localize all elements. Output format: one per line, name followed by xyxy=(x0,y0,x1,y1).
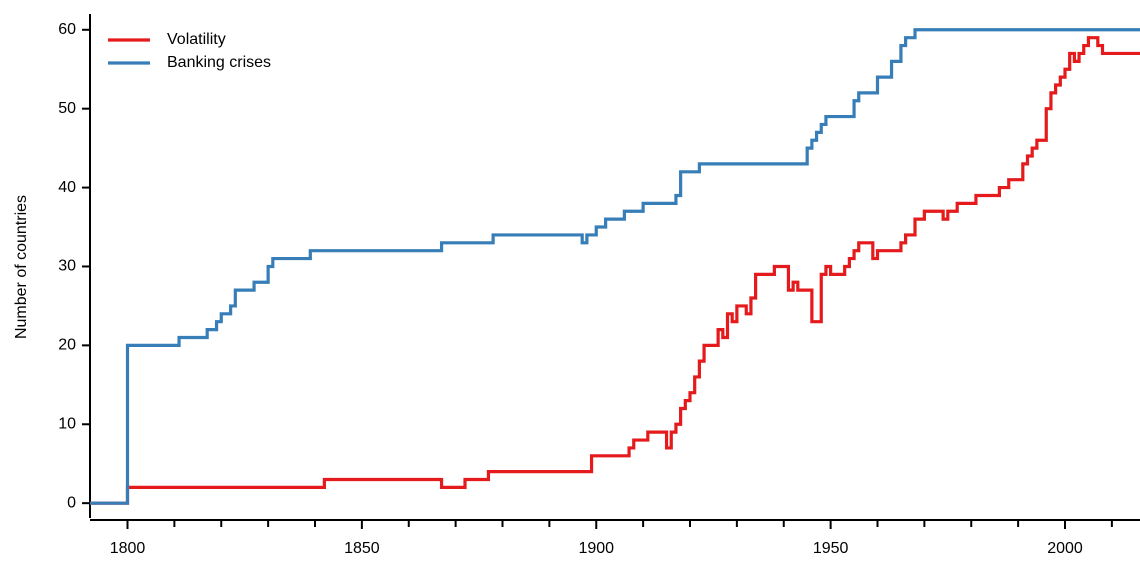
y-tick-label: 60 xyxy=(58,21,76,38)
legend-label: Volatility xyxy=(167,31,226,48)
y-axis-label: Number of countries xyxy=(13,195,30,339)
x-tick-label: 1950 xyxy=(813,540,849,557)
y-tick-label: 0 xyxy=(67,494,76,511)
y-tick-label: 20 xyxy=(58,337,76,354)
legend-label: Banking crises xyxy=(167,54,271,71)
x-tick-label: 1900 xyxy=(578,540,614,557)
y-tick-label: 40 xyxy=(58,179,76,196)
series-line xyxy=(90,36,1140,505)
x-tick-label: 2000 xyxy=(1047,540,1083,557)
y-tick-label: 10 xyxy=(58,415,76,432)
x-tick-label: 1850 xyxy=(344,540,380,557)
y-tick-label: 50 xyxy=(58,100,76,117)
series-line xyxy=(90,28,1140,505)
x-tick-label: 1800 xyxy=(110,540,146,557)
y-tick-label: 30 xyxy=(58,258,76,275)
